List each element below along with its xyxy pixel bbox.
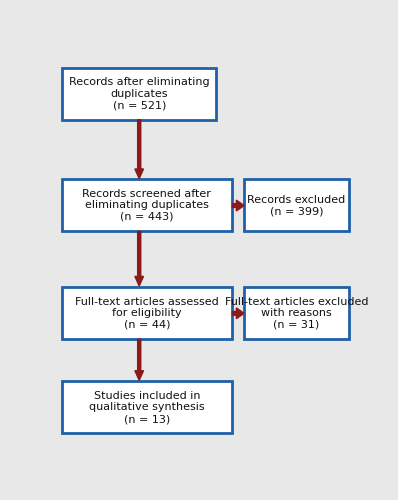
- Text: Full-text articles excluded
with reasons
(n = 31): Full-text articles excluded with reasons…: [225, 296, 368, 330]
- Text: Records excluded
(n = 399): Records excluded (n = 399): [248, 194, 345, 216]
- FancyBboxPatch shape: [62, 180, 232, 232]
- Text: Records screened after
eliminating duplicates
(n = 443): Records screened after eliminating dupli…: [82, 188, 211, 222]
- FancyBboxPatch shape: [62, 382, 232, 434]
- FancyBboxPatch shape: [244, 287, 349, 339]
- Text: Records after eliminating
duplicates
(n = 521): Records after eliminating duplicates (n …: [69, 77, 209, 110]
- FancyBboxPatch shape: [62, 287, 232, 339]
- FancyBboxPatch shape: [62, 68, 217, 120]
- FancyArrow shape: [135, 120, 144, 178]
- FancyArrow shape: [232, 308, 244, 318]
- Text: Full-text articles assessed
for eligibility
(n = 44): Full-text articles assessed for eligibil…: [75, 296, 219, 330]
- Text: Studies included in
qualitative synthesis
(n = 13): Studies included in qualitative synthesi…: [89, 391, 205, 424]
- FancyArrow shape: [232, 200, 244, 211]
- FancyArrow shape: [135, 232, 144, 286]
- FancyArrow shape: [135, 339, 144, 380]
- FancyBboxPatch shape: [244, 180, 349, 232]
